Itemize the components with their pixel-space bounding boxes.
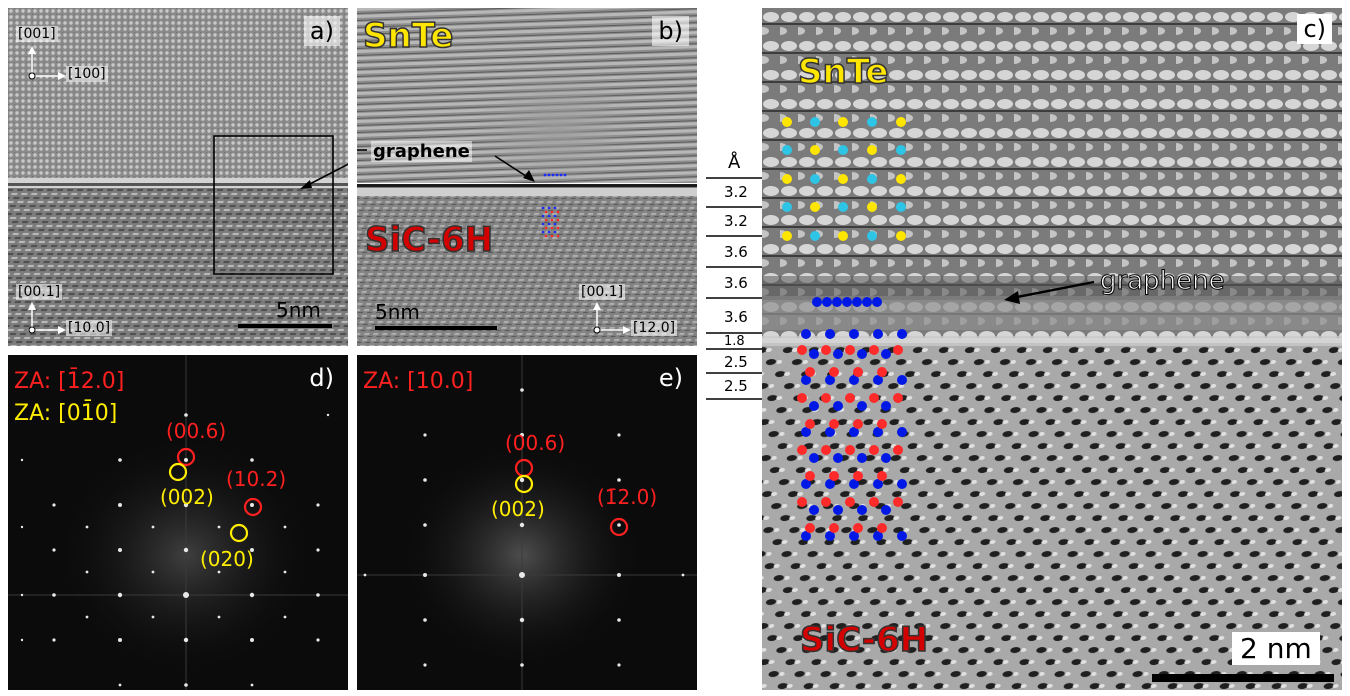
panel-e-fft: [357, 355, 697, 690]
panel-c-micrograph: [762, 8, 1342, 690]
graphene-atoms-c: [812, 297, 882, 307]
fft-spots-e: [363, 388, 685, 667]
spacing-5: 3.6: [724, 308, 748, 326]
axis-label-b-00-1: [00.1]: [579, 284, 626, 300]
panel-e: ZA: [10.0] (00.6) (002) (1̄2.0) e): [357, 355, 697, 690]
spacing-7: 2.5: [724, 353, 748, 371]
scale-bar-a: [238, 324, 332, 328]
spacing-ruler-lines: [706, 177, 762, 400]
spacing-8: 2.5: [724, 377, 748, 395]
spot-label-002-e: (002): [491, 497, 545, 521]
ring-006-d: [176, 447, 196, 467]
scale-label-a: 5nm: [276, 298, 321, 322]
spot-label-002-d: (002): [160, 485, 214, 509]
axis-label-10-0: [10.0]: [66, 320, 113, 336]
scale-label-b: 5nm: [375, 300, 420, 324]
ring-002-d: [168, 462, 188, 482]
panel-label-d: d): [309, 364, 334, 392]
angstrom-unit: Å: [728, 152, 741, 173]
graphene-dots-b: [543, 173, 567, 177]
label-sic-b: SiC-6H: [364, 219, 494, 261]
panel-b-micrograph: [357, 8, 697, 346]
axis-top-arrows: [31, 52, 60, 77]
label-snte-c: SnTe: [797, 51, 889, 93]
scale-bar-b: [375, 326, 497, 330]
spot-label-102-d: (10.2): [226, 467, 287, 491]
panel-a: [001] [100] [00.1] [10.0] 5nm a): [8, 8, 348, 346]
panel-d-fft: [8, 355, 348, 690]
ring-020-d: [229, 523, 249, 543]
fft-spots-d: [20, 413, 330, 687]
scale-bar-c: [1152, 674, 1334, 682]
sic-dots-b: [541, 206, 560, 238]
label-graphene-c: graphene: [1100, 266, 1226, 297]
panel-label-a: a): [303, 16, 340, 47]
za-yellow-d: ZA: [01̄0]: [14, 401, 118, 426]
spacing-2: 3.2: [724, 212, 748, 230]
za-red-e: ZA: [10.0]: [363, 369, 474, 394]
axis-label-b-12-0: [12.0]: [631, 320, 678, 336]
spot-label-120-e: (1̄2.0): [597, 485, 658, 509]
ring-102-d: [243, 497, 263, 517]
spacing-1: 3.2: [724, 183, 748, 201]
spot-label-006-e: (00.6): [505, 431, 566, 455]
label-graphene-b: graphene: [371, 141, 472, 162]
axis-label-00-1: [00.1]: [16, 284, 63, 300]
panel-a-micrograph: [8, 8, 348, 346]
snte-atoms: [782, 117, 906, 241]
label-snte-b: SnTe: [362, 15, 454, 57]
axis-label-100: [100]: [66, 66, 108, 82]
spot-label-020-d: (020): [200, 547, 254, 571]
panel-label-c: c): [1297, 14, 1332, 45]
spacing-4: 3.6: [724, 274, 748, 292]
label-sic-c: SiC-6H: [799, 619, 929, 661]
spacing-ruler: Å 3.2 3.2 3.6 3.6 3.6 1.8 2.5 2.5: [706, 148, 762, 408]
panel-label-e: e): [658, 364, 683, 392]
spacing-3: 3.6: [724, 243, 748, 261]
panel-label-b: b): [652, 16, 689, 47]
spacing-6: 1.8: [724, 334, 745, 349]
za-red-d: ZA: [1̄2.0]: [14, 369, 125, 394]
zoom-box: [213, 135, 334, 275]
panel-c: SnTe SiC-6H graphene 2 nm c): [762, 8, 1342, 690]
sic-atoms-c: [797, 329, 907, 541]
ring-120-e: [609, 517, 629, 537]
panel-b: SnTe SiC-6H graphene 5nm [00.1] [12.0] b…: [357, 8, 697, 346]
scale-label-c: 2 nm: [1232, 632, 1320, 665]
spot-label-006-d: (00.6): [166, 419, 227, 443]
axis-label-001: [001]: [16, 26, 58, 42]
panel-d: ZA: [1̄2.0] ZA: [01̄0] (00.6) (002) (10.…: [8, 355, 348, 690]
ring-002-e: [514, 474, 534, 494]
